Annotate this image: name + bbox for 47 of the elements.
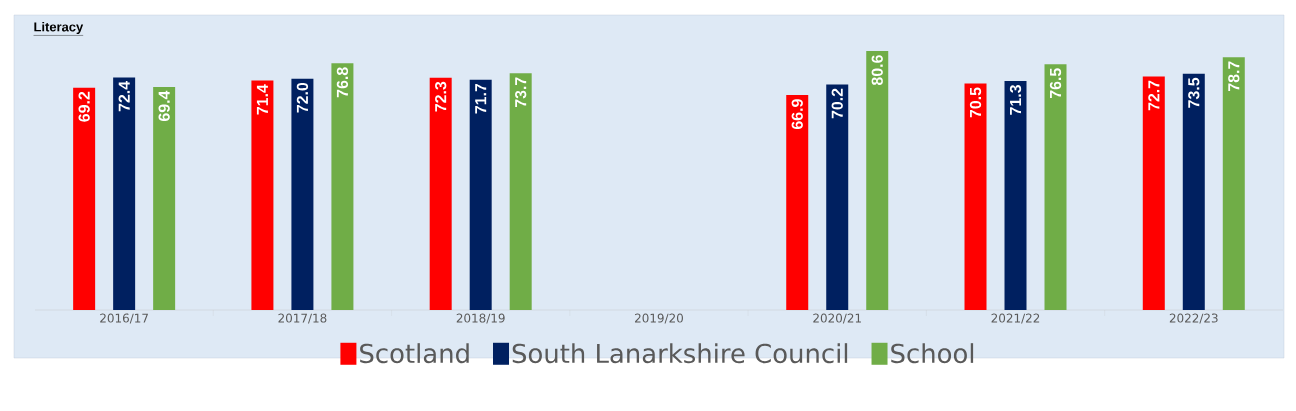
bar (291, 78, 314, 310)
x-tick-label: 2016/17 (100, 313, 148, 324)
bar (1222, 57, 1245, 310)
data-label: 69.2 (78, 91, 90, 122)
x-tick-label: 2019/20 (635, 313, 683, 324)
chart-title: Literacy (34, 21, 84, 35)
bar (826, 84, 849, 310)
data-label: 71.7 (475, 83, 487, 114)
bar (1142, 76, 1165, 310)
data-label: 80.6 (871, 55, 883, 86)
data-label: 76.8 (336, 67, 349, 98)
data-label: 70.5 (969, 87, 982, 118)
bar (469, 79, 492, 310)
bar (964, 83, 987, 310)
data-label: 71.4 (256, 84, 268, 115)
legend-label: School (891, 343, 974, 364)
data-label: 72.7 (1148, 80, 1160, 111)
x-tick-label: 2017/18 (278, 313, 327, 324)
x-tick-label: 2020/21 (813, 313, 861, 324)
data-label: 69.4 (158, 90, 170, 122)
bar (1004, 80, 1027, 310)
legend-label: Scotland (360, 343, 469, 364)
bar (1182, 73, 1205, 310)
bar (251, 80, 274, 310)
bar (1044, 64, 1067, 310)
data-label: 72.3 (435, 81, 447, 112)
data-label: 73.5 (1188, 77, 1200, 108)
bar (866, 51, 889, 310)
data-label: 72.4 (118, 81, 130, 112)
bar (331, 63, 354, 310)
data-label: 70.2 (831, 88, 843, 119)
x-tick-label: 2021/22 (991, 313, 1040, 324)
x-tick-label: 2018/19 (456, 313, 505, 324)
legend-label: South Lanarkshire Council (512, 343, 848, 364)
bar (73, 87, 96, 310)
bar (113, 77, 136, 310)
x-tick-label: 2022/23 (1169, 313, 1218, 324)
bar (153, 87, 176, 310)
bar (509, 73, 532, 310)
data-label: 72.0 (296, 82, 309, 113)
data-label: 78.7 (1228, 61, 1240, 92)
data-label: 73.7 (515, 77, 527, 108)
data-label: 76.5 (1049, 68, 1062, 99)
data-label: 71.3 (1009, 85, 1022, 115)
bar (786, 95, 809, 310)
bar (429, 77, 452, 310)
data-label: 66.9 (791, 99, 803, 130)
